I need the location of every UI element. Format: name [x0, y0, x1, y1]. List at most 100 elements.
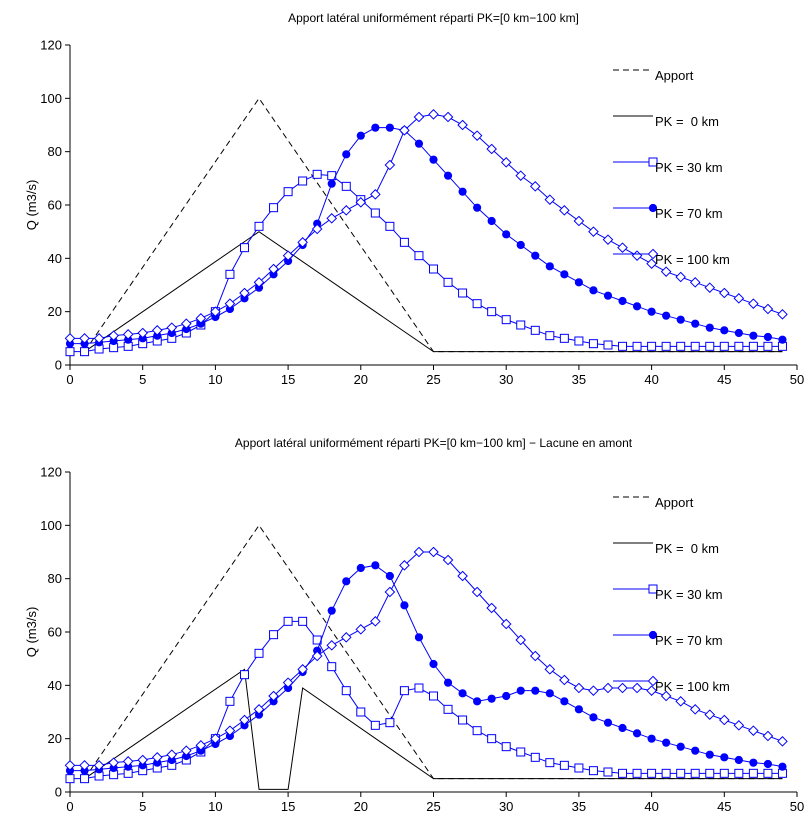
data-point — [486, 143, 497, 155]
data-point — [399, 560, 410, 571]
data-point — [545, 758, 555, 768]
legend-label: Apport — [655, 68, 694, 83]
data-point — [588, 339, 598, 349]
data-point — [559, 333, 569, 343]
data-point — [399, 237, 409, 247]
data-point — [356, 131, 365, 140]
legend-marker — [647, 248, 659, 260]
data-point — [632, 729, 642, 738]
data-point — [588, 685, 599, 696]
legend-item: PK = 100 km — [613, 248, 730, 267]
data-point — [689, 277, 701, 288]
data-point — [486, 602, 497, 614]
data-point — [530, 752, 540, 762]
data-point — [442, 554, 454, 566]
x-tick-label: 35 — [572, 799, 586, 814]
data-point — [574, 763, 584, 773]
data-point — [64, 760, 76, 771]
data-point — [516, 320, 526, 330]
data-point — [632, 302, 642, 311]
x-tick-label: 40 — [644, 372, 658, 387]
data-point — [487, 307, 497, 317]
y-tick-label: 120 — [40, 465, 62, 480]
data-point — [371, 123, 380, 132]
data-point — [457, 570, 468, 582]
data-point — [166, 322, 178, 333]
data-point — [122, 756, 134, 767]
data-point — [778, 335, 787, 344]
data-point — [414, 139, 424, 148]
x-tick-label: 10 — [208, 799, 222, 814]
data-point — [762, 303, 774, 315]
x-tick-label: 25 — [426, 372, 440, 387]
data-point — [254, 648, 264, 658]
data-point — [326, 213, 338, 224]
data-point — [603, 718, 613, 727]
data-point — [763, 332, 773, 342]
data-point — [733, 720, 745, 731]
data-point — [327, 662, 337, 672]
legend-marker — [647, 675, 659, 687]
legend: Apport PK = 0 km PK = 30 km PK = 70 km PK = … — [613, 495, 730, 694]
data-point — [516, 747, 526, 757]
data-point — [602, 682, 614, 694]
legend-label: PK = 30 km — [655, 160, 723, 175]
data-point — [239, 287, 250, 299]
data-point — [342, 150, 351, 159]
y-tick-label: 20 — [48, 304, 62, 319]
data-point — [414, 683, 424, 693]
data-point — [661, 341, 671, 351]
y-tick-label: 100 — [40, 518, 62, 533]
x-tick-label: 45 — [717, 799, 731, 814]
x-tick-label: 0 — [66, 372, 73, 387]
data-point — [253, 704, 265, 715]
data-point — [516, 686, 525, 695]
data-point — [500, 618, 512, 630]
data-point — [356, 707, 366, 717]
data-point — [312, 169, 322, 179]
data-point — [65, 774, 75, 784]
legend: Apport PK = 0 km PK = 30 km PK = 70 km PK = … — [613, 68, 730, 267]
data-point — [326, 640, 338, 651]
data-point — [137, 754, 149, 766]
y-tick-label: 40 — [48, 678, 62, 693]
data-point — [778, 762, 787, 771]
series-4 — [65, 123, 787, 348]
y-tick-label: 20 — [48, 731, 62, 746]
data-point — [254, 221, 264, 231]
data-point — [689, 704, 701, 715]
data-point — [748, 341, 758, 351]
data-point — [691, 746, 700, 755]
data-point — [646, 685, 657, 696]
data-point — [414, 633, 424, 642]
x-tick-label: 50 — [790, 799, 804, 814]
data-point — [370, 189, 381, 200]
data-point — [660, 690, 672, 702]
data-point — [457, 119, 468, 131]
data-point — [762, 730, 774, 742]
data-point — [631, 250, 643, 261]
data-point — [385, 221, 395, 231]
data-point — [631, 682, 643, 694]
data-point — [777, 309, 788, 320]
data-point — [385, 571, 394, 581]
data-point — [602, 234, 614, 245]
data-point — [573, 682, 585, 694]
data-point — [529, 650, 541, 662]
data-point — [195, 740, 207, 751]
data-point — [429, 155, 438, 164]
legend-item: PK = 30 km — [613, 584, 723, 602]
data-point — [705, 750, 714, 759]
data-point — [647, 734, 656, 743]
data-point — [166, 749, 178, 760]
data-point — [690, 768, 700, 778]
x-tick-label: 15 — [281, 799, 295, 814]
y-axis-label: Q (m3/s) — [24, 607, 39, 658]
data-point — [341, 181, 351, 191]
data-point — [589, 286, 598, 295]
series-2 — [84, 231, 783, 353]
series-5 — [64, 546, 788, 771]
data-point — [224, 725, 236, 736]
data-point — [500, 157, 512, 168]
data-point — [502, 230, 511, 239]
